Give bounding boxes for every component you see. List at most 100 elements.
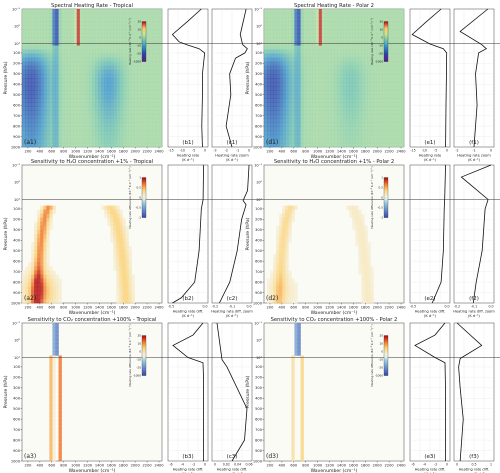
heatmap-cell [119,126,123,132]
y-tick-label: 700 [255,428,263,432]
heatmap-cell [125,49,129,54]
heatmap-cell [88,142,93,148]
heatmap-cell [349,49,353,54]
heatmap-cell [113,33,117,38]
panel-label: (f2) [469,296,479,302]
heatmap-cell [52,351,56,356]
heatmap-cell [327,138,332,144]
heatmap-cell [64,49,68,54]
heatmap-cell [146,61,151,67]
heatmap-cell [49,57,53,63]
heatmap-cell [58,404,62,409]
heatmap-cell [355,29,359,34]
heatmap-cell [300,412,304,417]
heatmap-cell [324,118,329,123]
heatmap-cell [315,82,320,87]
heatmap-cell [279,225,283,231]
heatmap-cell [276,49,280,54]
heatmap-cell [282,53,286,59]
heatmap-cell [352,69,356,75]
profile-line [411,8,448,148]
heatmap-cell [76,130,81,136]
heatmap-cell [149,37,154,42]
heatmap-cell [158,45,163,50]
heatmap-cell [125,69,129,75]
profile-tick-label: -0.1 [471,305,477,309]
heatmap-cell [352,33,356,38]
heatmap-cell [285,254,289,259]
colorbar-swatch [384,47,388,50]
heatmap-cell [346,114,350,119]
colorbar-tick-label: 20 [137,334,141,338]
heatmap-cell [279,138,283,144]
heatmap-cell [104,53,108,59]
y-tick-label: 300 [255,228,263,232]
heatmap-cell [122,225,126,231]
heatmap-cell [346,134,350,140]
heatmap-cell [104,138,108,144]
heatmap-cell [349,213,353,219]
heatmap-cell [58,126,62,132]
heatmap-cell [288,270,292,275]
heatmap-cell [122,274,126,279]
heatmap-cell [158,94,163,99]
heatmap-cell [340,94,344,99]
profile-x-label: Heating rate diff. [173,468,204,472]
heatmap-cell [52,298,56,304]
heatmap-cell [346,106,350,111]
heatmap-cell [361,274,365,279]
y-tick-label: 200 [255,62,263,66]
heatmap-cell [294,142,298,148]
heatmap-cell [155,61,160,67]
heatmap-cell [288,45,292,50]
heatmap-cell [264,73,268,79]
heatmap-cell [361,270,365,275]
heatmap-cell [373,114,377,119]
colorbar-swatch [142,369,146,372]
heatmap-cell [155,78,160,83]
heatmap-cell [155,142,160,148]
colorbar-swatch [142,31,146,34]
heatmap-cell [385,118,390,123]
heatmap-cell [291,21,295,26]
heatmap-cell [397,102,402,107]
heatmap-cell [327,98,332,103]
heatmap-cell [327,134,332,140]
heatmap-cell [140,61,145,67]
heatmap-cell [40,282,44,288]
heatmap-cell [361,86,365,91]
heatmap-cell [158,49,163,54]
colorbar-swatch [384,213,388,216]
heatmap-cell [355,242,359,247]
heatmap-cell [352,130,356,136]
heatmap-cell [28,17,32,22]
heatmap-cell [276,9,280,14]
heatmap-cell [282,294,286,300]
heatmap-cell [327,102,332,107]
heatmap-cell [79,45,84,50]
heatmap-cell [288,290,292,296]
heatmap-cell [116,33,120,38]
heatmap-cell [337,138,341,144]
x-tick-label: 2200 [143,150,153,154]
heatmap-cell [306,130,310,136]
heatmap-cell [43,130,47,136]
heatmap-cell [270,49,274,54]
heatmap-cell [58,134,62,140]
heatmap-cell [364,238,368,243]
heatmap-cell [82,106,87,111]
heatmap-cell [43,294,47,300]
heatmap-cell [288,221,292,227]
heatmap-cell [288,209,292,215]
heatmap-cell [349,106,353,111]
heatmap-cell [76,86,81,91]
colorbar-swatch [384,205,388,208]
heatmap-cell [67,49,71,54]
heatmap-cell [116,110,120,115]
heatmap-cell [361,213,365,219]
panel-title: Spectral Heating Rate - Tropical [51,3,133,9]
heatmap-cell [264,134,268,140]
heatmap-cell [146,73,151,79]
heatmap-cell [355,114,359,119]
x-tick-label: 800 [302,150,310,154]
